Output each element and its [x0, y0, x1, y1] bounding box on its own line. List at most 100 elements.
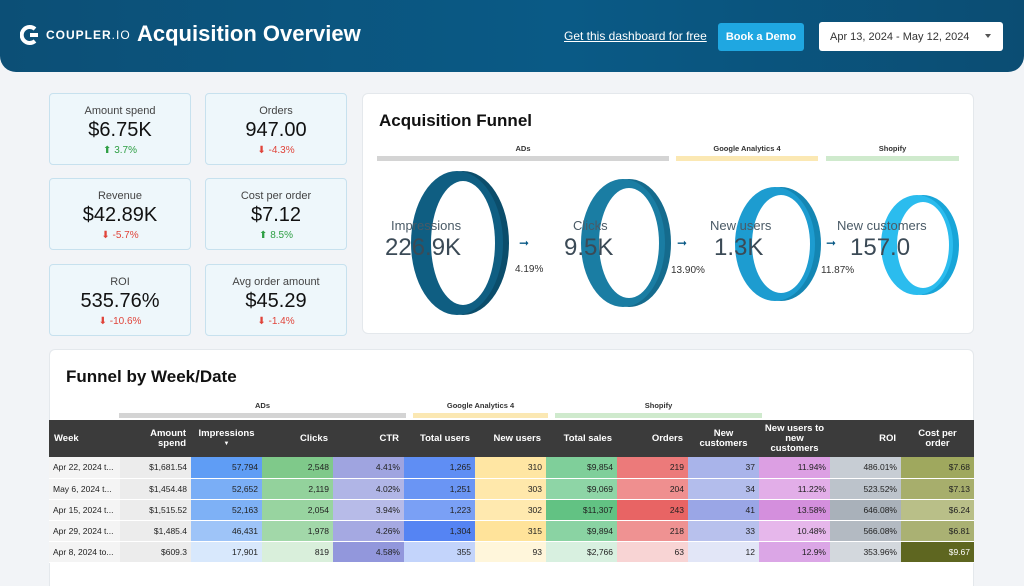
arrow-down-icon: ⬇	[257, 145, 266, 156]
table-cell: 1,304	[404, 520, 475, 542]
weekly-group-shopify: Shopify	[644, 401, 673, 410]
page-title: Acquisition Overview	[137, 21, 361, 46]
book-demo-button[interactable]: Book a Demo	[718, 23, 804, 51]
weekly-group-ads-bar	[119, 413, 406, 418]
table-cell: 218	[617, 520, 688, 542]
sort-desc-icon[interactable]: ▼	[223, 440, 230, 447]
table-cell: 819	[262, 541, 333, 563]
table-cell: 57,794	[191, 457, 262, 479]
kpi-value: $45.29	[245, 290, 307, 312]
kpi-card: Avg order amount $45.29 ⬇ -1.4%	[205, 264, 347, 336]
column-header[interactable]: ROI	[830, 420, 901, 457]
kpi-change: ⬆ 3.7%	[103, 145, 137, 156]
table-cell: $9.67	[901, 541, 974, 563]
column-header[interactable]: Week	[49, 420, 120, 457]
table-cell: 2,054	[262, 499, 333, 521]
header: COUPLER.IO Acquisition Overview Get this…	[0, 0, 1024, 72]
table-cell: 34	[688, 478, 759, 500]
table-cell: $6.24	[901, 499, 974, 521]
table-cell: 566.08%	[830, 520, 901, 542]
logo[interactable]: COUPLER.IO	[20, 25, 131, 45]
stage-value-impressions: 226.9K	[385, 234, 462, 261]
table-cell: 11.94%	[759, 457, 830, 479]
kpi-change: ⬇ -1.4%	[257, 316, 295, 327]
arrow-right-icon: ➞	[826, 236, 837, 250]
column-header[interactable]: Total users	[404, 420, 475, 457]
column-header[interactable]: Total sales	[546, 420, 617, 457]
acquisition-funnel-card: Acquisition Funnel ADs Google Analytics …	[362, 93, 974, 334]
kpi-value: 535.76%	[80, 290, 160, 312]
table-cell: 1,265	[404, 457, 475, 479]
table-cell: 355	[404, 541, 475, 563]
table-cell: 353.96%	[830, 541, 901, 563]
column-header[interactable]: Clicks	[262, 420, 333, 457]
kpi-change: ⬆ 8.5%	[259, 230, 293, 241]
table-cell: 1,223	[404, 499, 475, 521]
table-cell: 11.22%	[759, 478, 830, 500]
table-cell: 204	[617, 478, 688, 500]
kpi-card: Revenue $42.89K ⬇ -5.7%	[49, 178, 191, 250]
column-header[interactable]: CTR	[333, 420, 404, 457]
table-cell: 4.02%	[333, 478, 404, 500]
weekly-group-shopify-bar	[555, 413, 762, 418]
table-cell: 302	[475, 499, 546, 521]
stage-value-new-users: 1.3K	[714, 234, 764, 261]
table-cell: 315	[475, 520, 546, 542]
table-cell: $11,307	[546, 499, 617, 521]
table-cell: 486.01%	[830, 457, 901, 479]
funnel-ring-new-customers	[881, 195, 959, 295]
stage-label-new-customers: New customers	[837, 218, 927, 233]
stage-value-new-customers: 157.0	[850, 234, 911, 261]
kpi-change: ⬇ -5.7%	[101, 230, 139, 241]
table-cell: $7.68	[901, 457, 974, 479]
table-cell: Apr 8, 2024 to...	[49, 541, 120, 563]
funnel-ring-new-users	[735, 187, 821, 301]
table-cell: $6.81	[901, 520, 974, 542]
date-range-select[interactable]: Apr 13, 2024 - May 12, 2024	[819, 22, 1003, 51]
column-header[interactable]: New users	[475, 420, 546, 457]
table-cell: 646.08%	[830, 499, 901, 521]
funnel-group-ga4: Google Analytics 4	[713, 144, 781, 153]
kpi-label: Cost per order	[240, 190, 312, 202]
column-header[interactable]: Impressions ▼	[191, 420, 262, 457]
table-cell: 37	[688, 457, 759, 479]
table-cell: 4.58%	[333, 541, 404, 563]
funnel-group-shopify: Shopify	[878, 144, 907, 153]
caret-down-icon	[985, 34, 991, 38]
table-cell: 63	[617, 541, 688, 563]
arrow-up-icon: ⬆	[103, 145, 112, 156]
column-header[interactable]: Amount spend	[120, 420, 191, 457]
stage-label-clicks: Clicks	[573, 218, 608, 233]
table-cell: 4.41%	[333, 457, 404, 479]
kpi-change: ⬇ -10.6%	[98, 316, 142, 327]
funnel-by-week-table: Week Amount spend Impressions ▼ Clicks CTR Tot…	[49, 420, 974, 563]
table-row: Apr 8, 2024 to... $609.3 17,901 819 4.58% 355…	[49, 541, 974, 563]
weekly-title: Funnel by Week/Date	[66, 367, 237, 386]
column-header[interactable]: Orders	[617, 420, 688, 457]
weekly-group-ads: ADs	[254, 401, 270, 410]
table-cell: $1,454.48	[120, 478, 191, 500]
table-row: Apr 29, 2024 t... $1,485.4 46,431 1,978 4.26…	[49, 520, 974, 542]
kpi-card: ROI 535.76% ⬇ -10.6%	[49, 264, 191, 336]
table-cell: 93	[475, 541, 546, 563]
table-cell: 1,251	[404, 478, 475, 500]
table-cell: 3.94%	[333, 499, 404, 521]
table-cell: 33	[688, 520, 759, 542]
table-cell: 41	[688, 499, 759, 521]
column-header[interactable]: New customers	[688, 420, 759, 457]
kpi-value: $42.89K	[82, 204, 158, 226]
table-cell: 2,119	[262, 478, 333, 500]
funnel-ring-impressions	[411, 171, 509, 315]
funnel-group-shopify-bar	[826, 156, 959, 161]
column-header[interactable]: New users to new customers	[759, 420, 830, 457]
get-dashboard-link[interactable]: Get this dashboard for free	[564, 29, 707, 43]
table-cell: $609.3	[120, 541, 191, 563]
arrow-up-icon: ⬆	[259, 230, 268, 241]
table-cell: Apr 15, 2024 t...	[49, 499, 120, 521]
table-cell: 12	[688, 541, 759, 563]
table-cell: Apr 29, 2024 t...	[49, 520, 120, 542]
table-cell: 46,431	[191, 520, 262, 542]
kpi-value: $6.75K	[88, 119, 152, 141]
column-header[interactable]: Cost per order	[901, 420, 974, 457]
weekly-group-ga4-bar	[413, 413, 548, 418]
